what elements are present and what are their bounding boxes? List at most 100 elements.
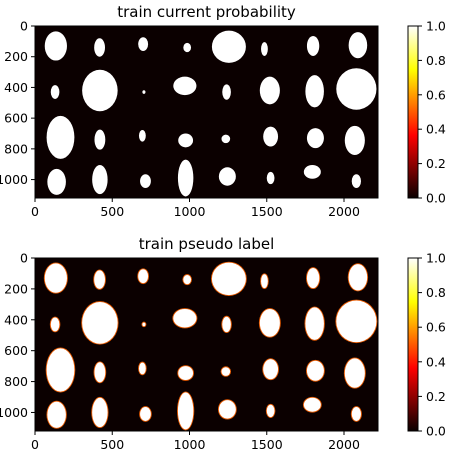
colorbar-tick-label: 0.6 <box>426 320 446 335</box>
blob <box>178 133 194 148</box>
y-tick-label: 0 <box>20 19 28 34</box>
heatmap-blobs <box>43 261 378 431</box>
blob <box>351 407 362 421</box>
blob <box>306 35 320 56</box>
blob <box>92 397 108 428</box>
x-tick-label: 1500 <box>251 204 283 219</box>
x-tick-label: 0 <box>31 204 39 219</box>
blob <box>82 69 118 112</box>
blob <box>261 42 268 56</box>
blob <box>50 317 60 332</box>
blob <box>44 31 67 61</box>
blob <box>303 397 321 412</box>
x-tick-label: 2000 <box>328 437 360 452</box>
axes-frame <box>34 25 379 199</box>
blob <box>222 316 231 333</box>
blob <box>336 300 377 343</box>
y-tick-label: 1000 <box>0 405 28 420</box>
x-tick-label: 500 <box>100 204 124 219</box>
blob <box>44 263 67 293</box>
blob <box>305 307 324 340</box>
blob <box>178 366 194 381</box>
chart-title: train current probability <box>117 3 296 21</box>
blob <box>50 85 60 99</box>
blob <box>140 407 151 421</box>
blob <box>261 274 268 289</box>
colorbar-tick-label: 0.2 <box>426 156 446 171</box>
blob <box>92 164 108 195</box>
blob <box>305 75 324 108</box>
blob <box>47 401 66 428</box>
y-tick-label: 400 <box>4 312 28 327</box>
blob <box>183 274 192 285</box>
blob <box>142 322 146 327</box>
colorbar-tick-label: 0.2 <box>426 389 446 404</box>
heatmap-background <box>35 258 378 431</box>
blob <box>263 126 279 147</box>
blob <box>211 262 246 296</box>
y-tick-label: 600 <box>4 111 28 126</box>
blob <box>348 32 368 59</box>
blob <box>336 68 377 110</box>
panel-1: train current probability 0 500 1000 1500 200… <box>0 3 446 219</box>
y-tick-label: 400 <box>4 80 28 95</box>
blob <box>138 129 146 142</box>
blob <box>222 84 231 100</box>
blob <box>46 115 75 159</box>
x-tick-label: 2000 <box>328 204 360 219</box>
colorbar-tick-label: 0.0 <box>426 191 446 206</box>
colorbar-tick-label: 0.8 <box>426 53 446 68</box>
colorbar-tick-label: 1.0 <box>426 251 446 266</box>
blob <box>351 174 362 189</box>
blob <box>173 308 197 328</box>
blob <box>177 392 194 430</box>
blob <box>183 42 192 53</box>
axes-frame <box>34 257 379 432</box>
blob <box>266 404 275 418</box>
blob <box>94 38 105 57</box>
blob <box>218 400 236 419</box>
blob <box>344 358 365 388</box>
blob <box>259 76 280 105</box>
blob <box>82 302 118 344</box>
blob <box>266 171 275 185</box>
colorbar-tick-label: 0.6 <box>426 87 446 102</box>
blob <box>221 367 231 376</box>
blob <box>94 129 106 150</box>
blob <box>211 30 246 63</box>
blob <box>306 128 324 149</box>
blob <box>218 167 236 186</box>
y-tick-label: 800 <box>4 141 28 156</box>
blob <box>94 270 105 289</box>
colorbar-tick-label: 1.0 <box>426 19 446 34</box>
chart-title: train pseudo label <box>139 235 275 253</box>
blob <box>47 168 66 195</box>
blob <box>138 269 149 284</box>
colorbar <box>407 257 419 432</box>
colorbar <box>407 25 419 199</box>
blob <box>306 268 320 289</box>
colorbar-tick-label: 0.0 <box>426 424 446 439</box>
blob <box>306 360 324 381</box>
y-tick-label: 1000 <box>0 172 28 187</box>
blob <box>303 164 321 179</box>
blob <box>94 362 106 383</box>
blob <box>142 90 146 94</box>
y-tick-label: 800 <box>4 374 28 389</box>
blob <box>138 37 149 52</box>
colorbar-tick-label: 0.8 <box>426 285 446 300</box>
heatmap-background <box>35 26 378 198</box>
x-tick-label: 0 <box>31 437 39 452</box>
blob <box>173 76 197 96</box>
blob <box>259 308 280 337</box>
x-tick-label: 1000 <box>174 437 206 452</box>
y-tick-label: 0 <box>20 251 28 266</box>
x-tick-label: 1500 <box>251 437 283 452</box>
blob <box>46 348 75 392</box>
blob <box>138 362 146 375</box>
blob <box>140 174 151 189</box>
y-tick-label: 200 <box>4 49 28 64</box>
blob <box>221 134 231 144</box>
colorbar-tick-label: 0.4 <box>426 122 446 137</box>
